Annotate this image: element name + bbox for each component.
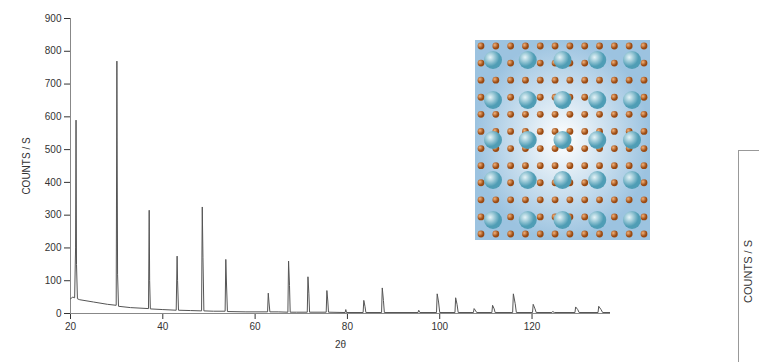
svg-text:100: 100 — [431, 321, 448, 332]
svg-text:900: 900 — [45, 13, 62, 24]
svg-text:20: 20 — [65, 321, 77, 332]
svg-text:400: 400 — [45, 177, 62, 188]
svg-text:800: 800 — [45, 45, 62, 56]
svg-text:40: 40 — [157, 321, 169, 332]
svg-text:700: 700 — [45, 78, 62, 89]
svg-text:0: 0 — [56, 308, 62, 319]
svg-text:600: 600 — [45, 111, 62, 122]
svg-text:500: 500 — [45, 144, 62, 155]
svg-text:COUNTS / S: COUNTS / S — [21, 137, 32, 195]
svg-text:60: 60 — [250, 321, 262, 332]
svg-text:300: 300 — [45, 209, 62, 220]
svg-text:100: 100 — [45, 275, 62, 286]
svg-text:120: 120 — [524, 321, 541, 332]
svg-text:80: 80 — [342, 321, 354, 332]
svg-text:2θ: 2θ — [335, 339, 347, 350]
html-text:COUNTS / S: COUNTS / S — [742, 240, 754, 303]
svg-text:200: 200 — [45, 242, 62, 253]
